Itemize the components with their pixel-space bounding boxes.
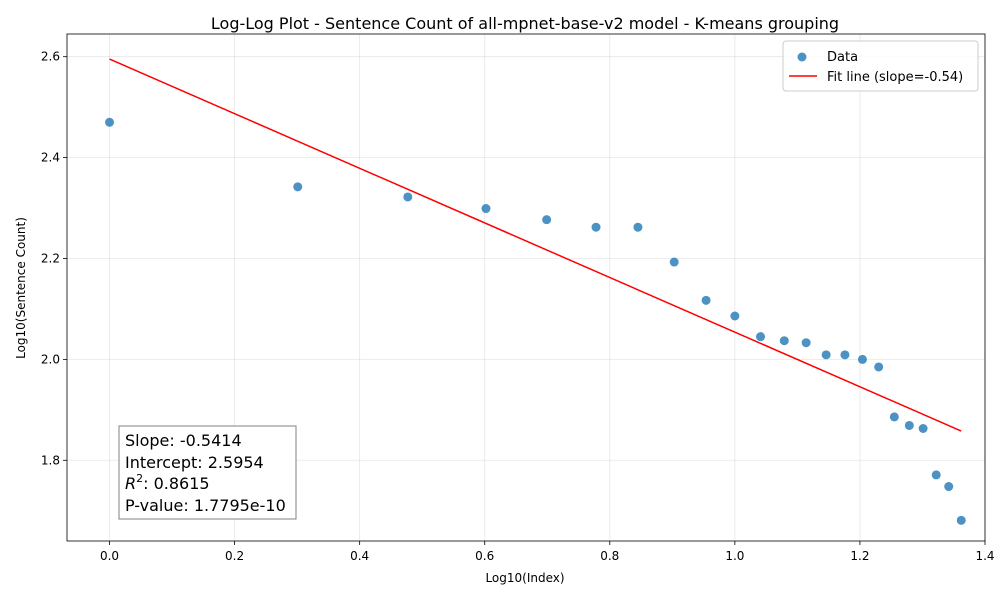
plot-frame [66, 33, 986, 542]
r2-value: : 0.8615 [143, 474, 209, 493]
data-point [481, 204, 491, 214]
data-point [542, 215, 552, 225]
data-point [403, 192, 413, 202]
y-axis-label: Log10(Sentence Count) [14, 217, 28, 359]
x-tick-label: 0.4 [350, 549, 369, 563]
data-point [779, 336, 789, 346]
stats-slope: Slope: -0.5414 [125, 431, 242, 450]
x-tick-label: 0.2 [225, 549, 244, 563]
data-point [931, 470, 941, 480]
data-point [956, 515, 966, 525]
legend-data-marker [797, 52, 807, 62]
x-tick-label: 0.0 [100, 549, 119, 563]
legend-box [782, 40, 979, 92]
data-point [840, 350, 850, 360]
data-point [293, 182, 303, 192]
data-point [756, 332, 766, 342]
data-point [821, 350, 831, 360]
data-point [874, 362, 884, 372]
fit-line [109, 58, 962, 432]
y-tick-label: 2.4 [41, 151, 60, 165]
x-tick-label: 1.4 [975, 549, 994, 563]
stats-box: Slope: -0.5414 Intercept: 2.5954 R2: 0.8… [118, 425, 297, 520]
y-tick-label: 2.2 [41, 251, 60, 265]
fit-line-layer [109, 58, 962, 432]
y-tick-label: 2.0 [41, 352, 60, 366]
data-point [730, 311, 740, 321]
data-point [633, 222, 643, 232]
data-point [669, 257, 679, 267]
x-tick-label: 0.6 [475, 549, 494, 563]
data-point [591, 222, 601, 232]
x-tick-label: 0.8 [600, 549, 619, 563]
stats-r2: R2: 0.8615 [125, 472, 210, 493]
legend-data-label: Data [827, 50, 858, 65]
r2-superscript: 2 [136, 472, 143, 485]
x-tick-label: 1.2 [850, 549, 869, 563]
scatter-points [105, 117, 966, 525]
stats-intercept: Intercept: 2.5954 [125, 453, 264, 472]
data-point [701, 295, 711, 305]
data-point [918, 424, 928, 434]
stats-pvalue: P-value: 1.7795e-10 [125, 496, 286, 515]
data-point [944, 482, 954, 492]
y-axis-ticks: 1.8 2.0 2.2 2.4 2.6 [41, 50, 67, 467]
data-point [105, 117, 115, 127]
data-point [904, 420, 914, 430]
x-tick-label: 1.0 [725, 549, 744, 563]
data-point [857, 354, 867, 364]
y-tick-label: 2.6 [41, 50, 60, 64]
x-axis-label: Log10(Index) [485, 571, 564, 585]
r2-symbol: R [125, 474, 136, 493]
x-axis-ticks: 0.0 0.2 0.4 0.6 0.8 1.0 1.2 1.4 [100, 541, 995, 563]
data-point [889, 412, 899, 422]
data-point [801, 338, 811, 348]
y-tick-label: 1.8 [41, 453, 60, 467]
legend: Data Fit line (slope=-0.54) [782, 40, 979, 92]
chart-title: Log-Log Plot - Sentence Count of all-mpn… [211, 14, 839, 33]
stats-box-frame [118, 425, 297, 520]
legend-fit-label: Fit line (slope=-0.54) [827, 70, 963, 85]
